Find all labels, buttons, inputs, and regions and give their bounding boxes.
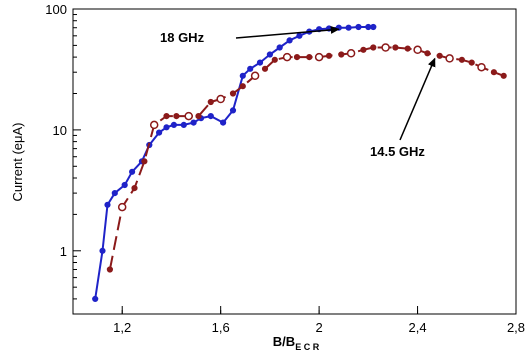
series-1-point <box>131 185 138 192</box>
series-0-point <box>156 129 163 136</box>
series-1-point <box>392 44 399 51</box>
y-tick-label: 10 <box>53 123 67 138</box>
series-1-point <box>250 71 260 81</box>
series-0-point <box>229 107 237 114</box>
series-1-point <box>261 65 269 72</box>
series-1-point <box>370 44 377 51</box>
series-1-point <box>424 50 431 57</box>
series-0-point <box>180 121 187 129</box>
series-0-point <box>121 181 128 189</box>
annotation-label-14-5ghz: 14.5 GHz <box>370 144 425 159</box>
series-0-point <box>163 124 170 131</box>
series-1-point <box>149 120 159 130</box>
series-1-point <box>314 52 324 62</box>
series-1-point <box>184 111 193 121</box>
annotation-arrow-14-5ghz <box>399 57 436 141</box>
series-1-point <box>239 83 246 90</box>
series-1-point <box>490 69 497 76</box>
y-axis-ticks: 1 10 100 <box>45 2 81 315</box>
series-0-point <box>220 119 227 126</box>
series-1-point <box>346 49 356 58</box>
series-0-point <box>365 23 372 31</box>
series-0-point <box>266 51 273 58</box>
series-0-point <box>355 23 362 31</box>
series-0-point <box>370 23 377 31</box>
series-1-point <box>338 51 345 58</box>
series-1-point <box>500 72 507 79</box>
annotation-arrow-18ghz <box>235 25 340 39</box>
series-layer <box>92 23 507 302</box>
series-0-point <box>239 72 246 79</box>
series-0-point <box>247 65 254 72</box>
series-1-point <box>404 45 411 52</box>
series-0-point <box>256 59 264 66</box>
series-1-point <box>229 90 237 97</box>
series-1-point <box>207 98 214 106</box>
series-0-point <box>104 201 111 208</box>
series-0-point <box>345 24 352 31</box>
series-1-point <box>282 52 292 62</box>
x-axis-label: B/BE C R <box>273 334 320 352</box>
series-0-point <box>296 32 303 39</box>
series-1-point <box>216 94 225 104</box>
x-tick-label: 2,8 <box>507 320 525 335</box>
series-1-point <box>468 59 475 66</box>
series-0-point <box>286 37 293 44</box>
x-tick-label: 1,6 <box>212 320 230 335</box>
y-tick-label: 1 <box>60 244 67 259</box>
series-0-point <box>190 119 197 126</box>
y-tick-label: 100 <box>45 2 67 17</box>
series-0-point <box>276 44 283 51</box>
series-0-point <box>170 121 177 129</box>
series-1-point <box>195 113 202 120</box>
x-axis-label-main: B/B <box>273 334 295 349</box>
x-axis-label-subscript: E C R <box>295 342 320 352</box>
series-line-1 <box>108 46 505 270</box>
series-1-point <box>458 56 465 63</box>
series-0-point <box>207 113 214 120</box>
series-0-point <box>99 247 106 254</box>
series-1-point <box>325 52 333 59</box>
series-1-point <box>163 113 170 120</box>
series-0-point <box>129 168 136 175</box>
series-1-point <box>106 266 114 273</box>
series-1-point <box>293 54 301 61</box>
series-1-point <box>445 54 454 63</box>
series-0-point <box>92 295 99 302</box>
annotation-layer: 18 GHz 14.5 GHz <box>160 25 436 159</box>
series-1-point <box>141 158 148 165</box>
series-line-0 <box>94 26 374 300</box>
x-tick-label: 2 <box>315 320 322 335</box>
series-1-point <box>413 45 422 55</box>
series-1-point <box>477 62 486 72</box>
series-1-point <box>173 113 180 120</box>
x-tick-label: 2,4 <box>409 320 427 335</box>
series-1-point <box>381 43 390 52</box>
plot-frame <box>72 8 517 315</box>
series-1-point <box>271 56 278 63</box>
series-0-point <box>111 190 118 197</box>
x-tick-label: 1,2 <box>113 320 131 335</box>
x-axis-ticks: 1,2 1,6 2 2,4 2,8 <box>113 306 525 335</box>
annotation-label-18ghz: 18 GHz <box>160 30 205 45</box>
series-1-point <box>436 52 443 59</box>
y-axis-label: Current (eμA) <box>10 122 25 201</box>
series-1-point <box>306 54 313 61</box>
series-1-point <box>117 202 127 212</box>
series-1-point <box>360 46 367 53</box>
